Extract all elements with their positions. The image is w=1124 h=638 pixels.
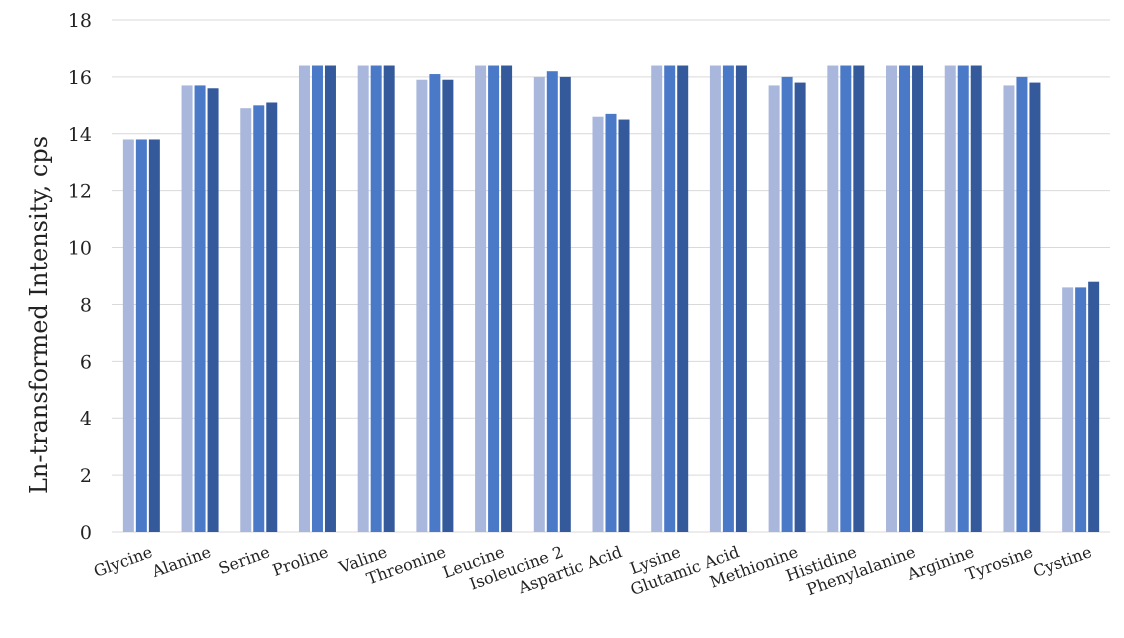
bar-cystine-s3 <box>1088 281 1100 532</box>
bar-phenylalanine-s1 <box>886 65 898 532</box>
y-tick-label: 12 <box>68 181 92 203</box>
x-tick-label: Tyrosine <box>963 542 1035 584</box>
bar-isoleucine-2-s1 <box>533 76 545 532</box>
bar-lysine-s2 <box>664 65 676 532</box>
y-tick-label: 2 <box>80 465 92 487</box>
bar-alanine-s2 <box>194 85 206 532</box>
bar-methionine-s3 <box>794 82 806 533</box>
bar-leucine-s2 <box>488 65 500 532</box>
bar-serine-s2 <box>253 105 265 532</box>
bar-glutamic-acid-s2 <box>722 65 734 532</box>
bar-valine-s3 <box>383 65 395 532</box>
bar-isoleucine-2-s3 <box>559 76 571 532</box>
x-tick-label: Cystine <box>1030 542 1094 581</box>
bar-cystine-s2 <box>1075 287 1087 532</box>
bar-proline-s1 <box>298 65 310 532</box>
bar-glutamic-acid-s1 <box>709 65 721 532</box>
y-tick-label: 0 <box>80 522 92 544</box>
y-axis-label: Ln-transformed Intensity, cps <box>25 136 53 494</box>
bar-arginine-s2 <box>957 65 969 532</box>
y-tick-label: 4 <box>80 408 92 430</box>
y-tick-labels: 0 2 4 6 8 10 12 14 16 18 <box>68 10 92 544</box>
bar-serine-s1 <box>240 108 252 532</box>
bar-threonine-s3 <box>442 79 454 532</box>
bar-tyrosine-s3 <box>1029 82 1041 533</box>
x-tick-label: Proline <box>270 542 331 580</box>
bar-glycine-s3 <box>148 139 160 532</box>
bar-histidine-s1 <box>827 65 839 532</box>
bar-alanine-s3 <box>207 88 219 533</box>
bar-histidine-s3 <box>853 65 865 532</box>
bar-aspartic-acid-s3 <box>618 119 630 533</box>
bar-methionine-s1 <box>768 85 780 532</box>
y-tick-label: 8 <box>80 294 92 316</box>
bar-glycine-s1 <box>122 139 134 532</box>
x-tick-label: Glycine <box>91 542 155 581</box>
x-tick-label: Arginine <box>904 542 977 584</box>
bar-isoleucine-2-s2 <box>546 71 558 532</box>
bar-aspartic-acid-s1 <box>592 116 604 532</box>
bar-phenylalanine-s2 <box>899 65 911 532</box>
x-tick-label: Serine <box>216 542 272 578</box>
bar-glycine-s2 <box>135 139 147 532</box>
bar-proline-s2 <box>311 65 323 532</box>
bar-leucine-s1 <box>475 65 487 532</box>
bar-methionine-s2 <box>781 76 793 532</box>
bar-valine-s1 <box>357 65 369 532</box>
y-tick-label: 10 <box>68 238 92 260</box>
bar-tyrosine-s1 <box>1003 85 1015 532</box>
bar-arginine-s1 <box>944 65 956 532</box>
bars <box>122 65 1100 533</box>
x-tick-label: Alanine <box>148 542 213 581</box>
bar-cystine-s1 <box>1062 287 1074 532</box>
y-tick-label: 16 <box>68 67 92 89</box>
bar-glutamic-acid-s3 <box>735 65 747 532</box>
y-tick-label: 18 <box>68 10 92 32</box>
bar-threonine-s2 <box>429 74 441 533</box>
bar-phenylalanine-s3 <box>912 65 924 532</box>
y-tick-label: 6 <box>80 351 92 373</box>
bar-threonine-s1 <box>416 79 428 532</box>
bar-serine-s3 <box>266 102 278 532</box>
y-tick-label: 14 <box>68 124 92 146</box>
bar-proline-s3 <box>324 65 336 532</box>
bar-histidine-s2 <box>840 65 852 532</box>
bar-tyrosine-s2 <box>1016 76 1028 532</box>
bar-valine-s2 <box>370 65 382 532</box>
bar-arginine-s3 <box>970 65 982 532</box>
bar-lysine-s3 <box>677 65 689 532</box>
bar-alanine-s1 <box>181 85 193 532</box>
bar-leucine-s3 <box>501 65 513 532</box>
bar-lysine-s1 <box>651 65 663 532</box>
bar-aspartic-acid-s2 <box>605 113 617 532</box>
